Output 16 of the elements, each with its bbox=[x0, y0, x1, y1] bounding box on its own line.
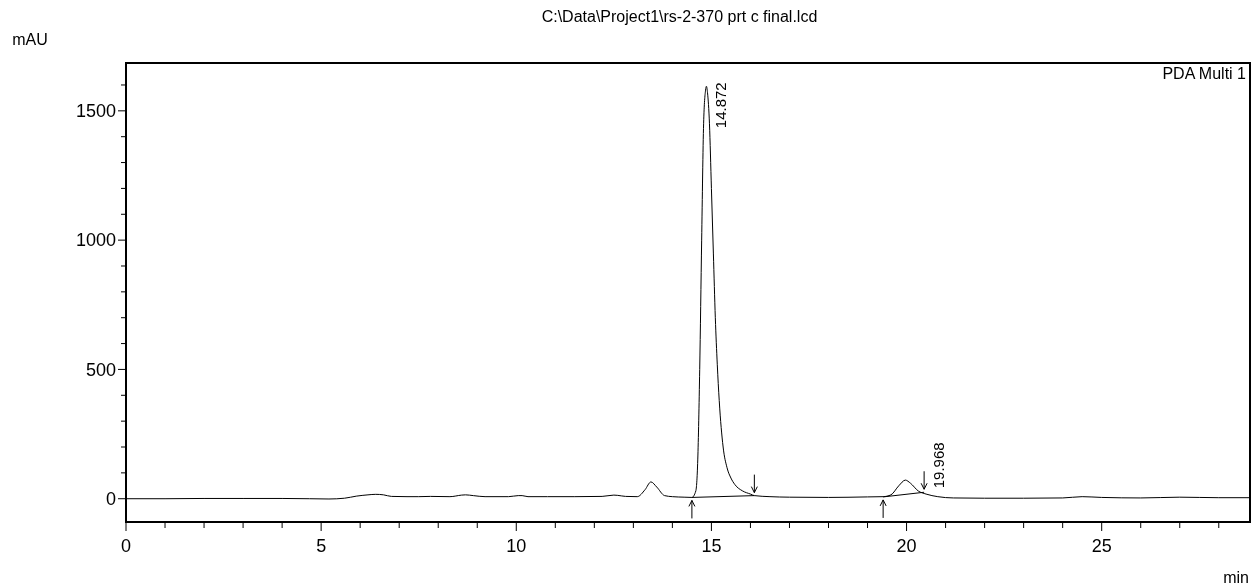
chart-title: C:\Data\Project1\rs-2-370 prt c final.lcd bbox=[541, 8, 818, 25]
x-axis-title: min bbox=[1223, 569, 1249, 586]
annotation: PDA Multi 1 bbox=[1162, 65, 1247, 82]
y-tick-label: 1500 bbox=[75, 101, 116, 122]
annotation: 14.872 bbox=[712, 82, 730, 129]
x-tick-label: 5 bbox=[316, 536, 327, 556]
x-tick-label: 10 bbox=[506, 536, 527, 556]
x-tick-label: 20 bbox=[896, 536, 917, 556]
y-tick-label: 500 bbox=[85, 359, 116, 380]
y-tick-label: 0 bbox=[105, 489, 116, 510]
y-axis-title: mAU bbox=[12, 31, 48, 48]
annotation: 19.968 bbox=[930, 442, 948, 489]
y-tick-label: 1000 bbox=[75, 230, 116, 251]
x-tick-label: 0 bbox=[120, 536, 132, 556]
x-tick-label: 15 bbox=[701, 536, 722, 556]
x-tick-label: 25 bbox=[1091, 536, 1112, 556]
